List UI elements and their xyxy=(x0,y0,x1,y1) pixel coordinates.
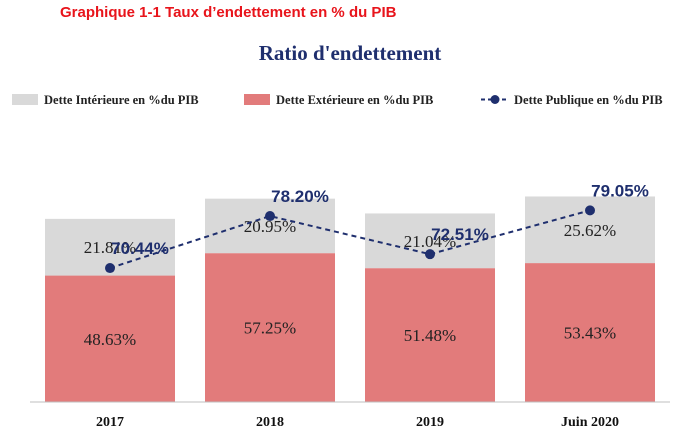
public-debt-point xyxy=(585,205,595,216)
data-label-exterieure: 53.43% xyxy=(564,324,616,343)
public-debt-point xyxy=(105,263,115,274)
bar-exterieure xyxy=(525,263,655,402)
public-debt-point xyxy=(265,211,275,222)
figure-caption: Graphique 1-1 Taux d’endettement en % du… xyxy=(60,4,397,21)
chart-legend: Dette Intérieure en %du PIB Dette Extéri… xyxy=(12,93,663,107)
data-label-exterieure: 48.63% xyxy=(84,330,136,349)
data-label-publique: 70.44% xyxy=(111,239,169,258)
legend-marker-publique xyxy=(490,95,500,104)
data-label-publique: 78.20% xyxy=(271,187,329,206)
legend-label-exterieure: Dette Extérieure en %du PIB xyxy=(276,93,433,107)
bars-group: 48.63% 21.81% 57.25% 20.95% 51.48% 21.04% 53.4… xyxy=(45,196,655,402)
public-debt-line xyxy=(109,209,591,270)
chart-title: Ratio d'endettement xyxy=(259,41,442,65)
data-label-interieure: 21.81% xyxy=(84,238,136,257)
legend-label-publique: Dette Publique en %du PIB xyxy=(514,93,663,107)
public-debt-point xyxy=(425,249,435,260)
bar-exterieure xyxy=(45,275,175,402)
data-label-exterieure: 51.48% xyxy=(404,326,456,345)
legend-swatch-interieure xyxy=(12,94,38,105)
legend-swatch-exterieure xyxy=(244,94,270,105)
data-label-interieure: 25.62% xyxy=(564,221,616,240)
bar-exterieure xyxy=(365,268,495,402)
x-tick-label: Juin 2020 xyxy=(561,415,619,430)
data-label-interieure: 20.95% xyxy=(244,217,296,236)
x-tick-label: 2017 xyxy=(96,415,124,430)
x-axis-ticks: 2017 2018 2019 Juin 2020 xyxy=(96,415,619,430)
data-label-publique: 79.05% xyxy=(591,181,649,200)
legend-label-interieure: Dette Intérieure en %du PIB xyxy=(44,93,199,107)
bar-exterieure xyxy=(205,253,335,402)
x-tick-label: 2019 xyxy=(416,415,444,430)
x-tick-label: 2018 xyxy=(256,415,284,430)
data-label-exterieure: 57.25% xyxy=(244,319,296,338)
public-debt-line-group: 70.44% 78.20% 72.51% 79.05% xyxy=(105,181,649,274)
bar-interieure xyxy=(205,198,335,254)
data-label-interieure: 21.04% xyxy=(404,232,456,251)
data-label-publique: 72.51% xyxy=(431,225,489,244)
